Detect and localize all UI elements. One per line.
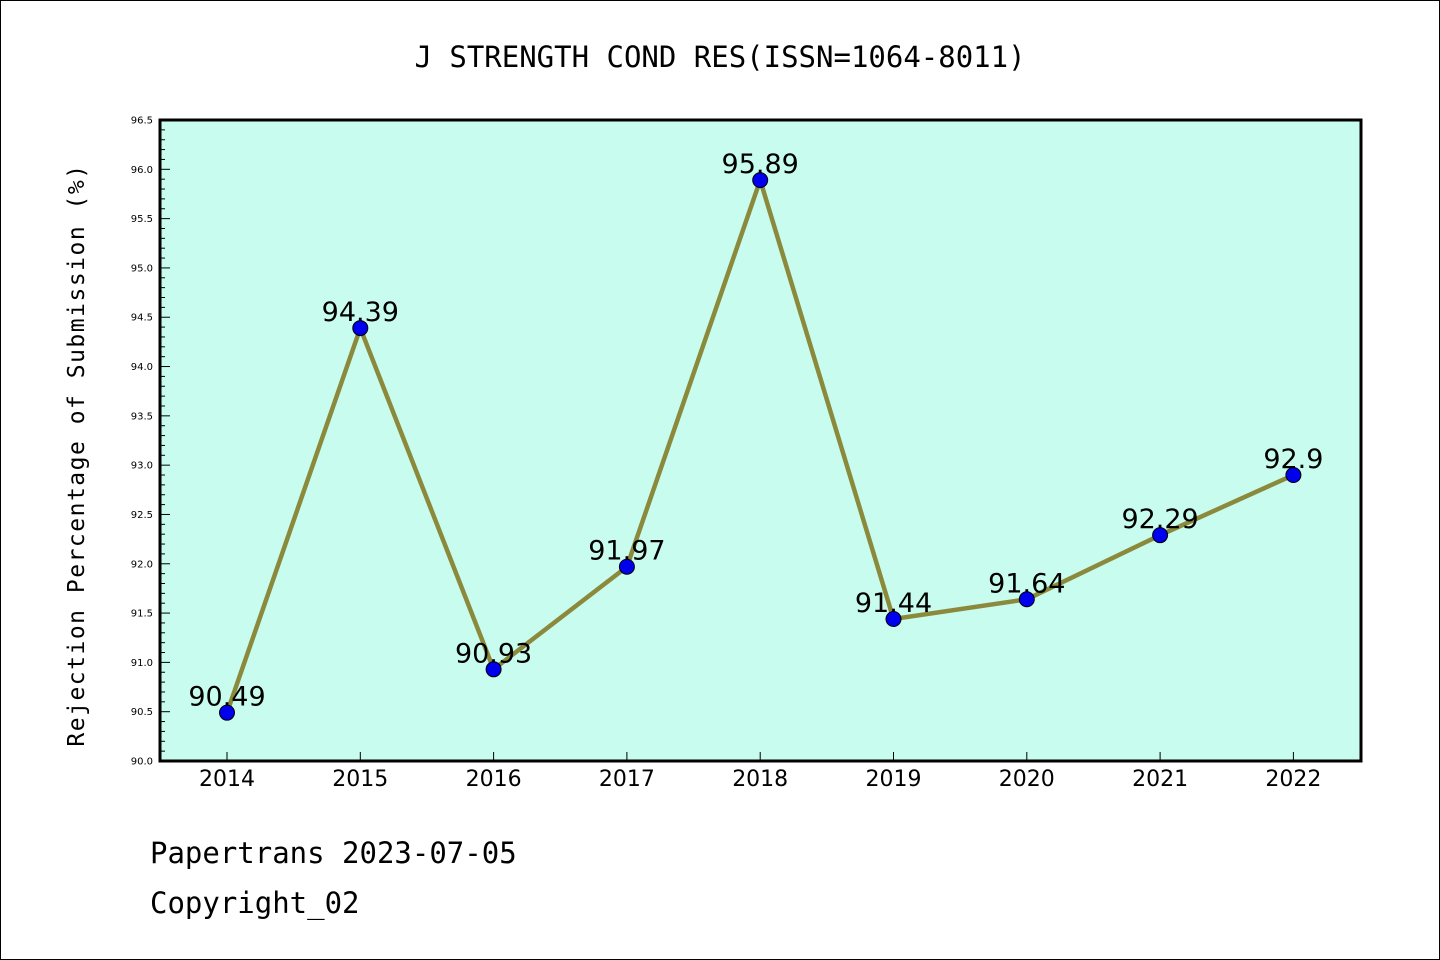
x-tick-label: 2014 [199,767,255,792]
data-series: 90.49 94.39 90.93 91.97 95.89 91.44 91.64 92.29… [188,149,1323,721]
data-label: 94.39 [322,297,399,328]
y-tick-label: 91.0 [131,658,153,669]
data-point [219,704,235,721]
chart-title: J STRENGTH COND RES(ISSN=1064-8011) [414,40,1025,74]
footer-date-text: Papertrans 2023-07-05 [150,836,517,870]
y-tick-label: 95.5 [131,214,153,225]
plot-border [158,118,1363,763]
y-tick-label: 91.5 [131,609,153,620]
x-axis: 2014 2015 2016 2017 2018 2019 2020 2021 2022 [199,752,1321,792]
y-tick-label: 96.5 [131,116,153,127]
x-tick-label: 2021 [1132,767,1188,792]
x-tick-label: 2015 [332,767,388,792]
data-point [752,172,769,189]
y-tick-label: 96.0 [131,165,153,176]
y-axis-label: Rejection Percentage of Submission (%) [64,163,90,746]
footer-copyright-text: Copyright_02 [150,886,360,920]
x-tick-label: 2016 [466,767,522,792]
y-tick-label: 94.0 [131,362,153,373]
data-label: 91.44 [855,588,932,619]
y-tick-label: 95.0 [131,263,153,274]
y-tick-label: 93.0 [131,461,153,472]
x-tick-label: 2017 [599,767,655,792]
data-point [1285,467,1302,484]
y-tick-label: 90.5 [131,707,153,718]
data-label: 95.89 [722,149,799,180]
data-label: 91.64 [988,568,1065,599]
data-point [885,610,902,627]
data-point [485,661,502,678]
data-point [1152,527,1169,544]
y-tick-label: 93.5 [131,411,153,422]
y-tick-label: 92.0 [131,559,153,570]
y-tick-label: 90.0 [131,757,153,768]
data-point [352,320,369,337]
x-tick-label: 2018 [732,767,788,792]
data-label: 90.93 [455,638,532,669]
y-tick-label: 92.5 [131,510,153,521]
data-point [618,558,635,575]
x-tick-label: 2020 [999,767,1055,792]
y-tick-label: 94.5 [131,313,153,324]
data-label: 90.49 [188,682,265,713]
x-tick-label: 2019 [866,767,922,792]
data-point [1018,591,1035,608]
data-label: 92.29 [1121,504,1198,535]
data-label: 92.9 [1263,444,1323,475]
data-label: 91.97 [588,536,665,567]
plot-area [160,120,1361,761]
x-tick-label: 2022 [1265,767,1321,792]
